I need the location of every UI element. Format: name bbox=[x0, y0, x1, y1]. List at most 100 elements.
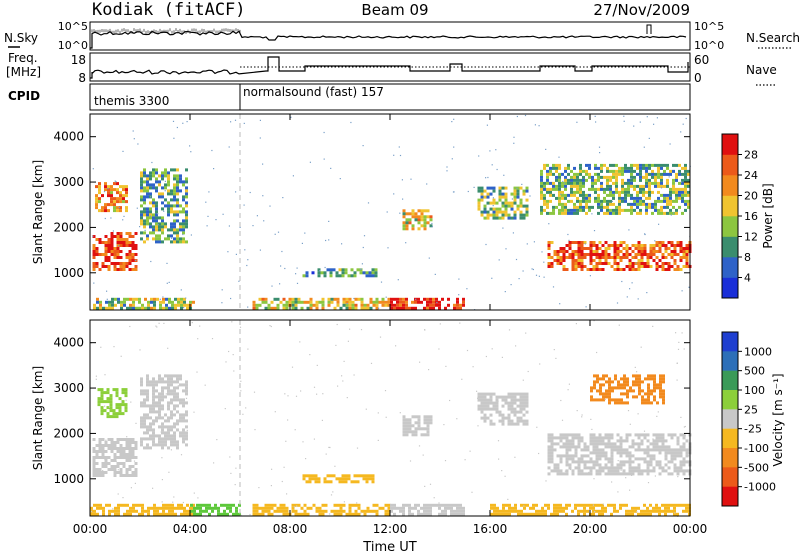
range-gate-cell bbox=[176, 213, 179, 217]
range-gate-cell bbox=[146, 183, 149, 187]
range-gate-cell bbox=[264, 506, 268, 510]
range-gate-cell bbox=[365, 271, 369, 275]
range-gate-cell bbox=[396, 506, 399, 510]
noise-cell bbox=[523, 505, 525, 507]
range-gate-cell bbox=[158, 240, 161, 244]
range-gate-cell bbox=[95, 468, 99, 471]
range-gate-cell bbox=[558, 172, 561, 176]
range-gate-cell bbox=[621, 169, 624, 173]
range-gate-cell bbox=[270, 306, 274, 310]
range-gate-cell bbox=[676, 451, 680, 455]
range-gate-cell bbox=[625, 436, 629, 440]
range-gate-cell bbox=[616, 469, 620, 473]
range-gate-cell bbox=[582, 169, 585, 173]
range-gate-cell bbox=[657, 181, 660, 185]
range-gate-cell bbox=[173, 395, 176, 399]
range-gate-cell bbox=[580, 457, 584, 461]
range-gate-cell bbox=[675, 175, 678, 179]
range-gate-cell bbox=[411, 415, 415, 419]
noise-cell bbox=[377, 412, 379, 414]
range-gate-cell bbox=[146, 189, 149, 193]
range-gate-cell bbox=[604, 463, 608, 467]
range-gate-cell bbox=[630, 205, 633, 209]
range-gate-cell bbox=[411, 209, 415, 213]
range-gate-cell bbox=[167, 416, 170, 420]
range-gate-cell bbox=[580, 469, 584, 473]
range-gate-cell bbox=[573, 178, 576, 182]
range-gate-cell bbox=[681, 187, 684, 191]
range-gate-cell bbox=[134, 232, 138, 235]
range-gate-cell bbox=[667, 265, 671, 268]
range-gate-cell bbox=[639, 211, 642, 215]
range-gate-cell bbox=[621, 184, 624, 188]
range-gate-cell bbox=[402, 512, 405, 516]
range-gate-cell bbox=[381, 303, 385, 307]
range-gate-cell bbox=[456, 503, 459, 507]
range-gate-cell bbox=[654, 202, 657, 206]
range-gate-cell bbox=[302, 474, 306, 478]
range-gate-cell bbox=[135, 503, 138, 507]
range-gate-cell bbox=[682, 247, 686, 250]
range-gate-cell bbox=[146, 174, 149, 178]
range-gate-cell bbox=[597, 187, 600, 191]
range-gate-cell bbox=[102, 506, 105, 510]
range-gate-cell bbox=[568, 442, 572, 446]
range-gate-cell bbox=[574, 265, 578, 268]
noise-cell bbox=[316, 364, 318, 366]
range-gate-cell bbox=[113, 188, 116, 192]
noise-cell bbox=[353, 297, 355, 300]
range-gate-cell bbox=[608, 398, 611, 402]
range-gate-cell bbox=[489, 207, 493, 211]
range-gate-cell bbox=[116, 447, 120, 450]
range-gate-cell bbox=[138, 297, 141, 301]
range-gate-cell bbox=[513, 192, 517, 196]
range-gate-cell bbox=[652, 244, 656, 247]
range-gate-cell bbox=[113, 444, 117, 447]
range-gate-cell bbox=[317, 268, 321, 272]
noise-cell bbox=[362, 145, 364, 147]
range-gate-cell bbox=[685, 454, 689, 458]
range-gate-cell bbox=[164, 419, 167, 423]
range-gate-cell bbox=[666, 193, 669, 197]
range-gate-cell bbox=[603, 205, 606, 209]
range-gate-cell bbox=[140, 392, 143, 396]
range-gate-cell bbox=[622, 503, 625, 507]
range-gate-cell bbox=[152, 219, 155, 223]
range-gate-cell bbox=[525, 189, 529, 193]
noise-cell bbox=[321, 419, 323, 421]
noise-cell bbox=[159, 298, 161, 300]
noise-cell bbox=[398, 146, 400, 148]
range-gate-cell bbox=[559, 503, 562, 507]
range-gate-cell bbox=[423, 418, 427, 422]
noise-cell bbox=[197, 338, 199, 340]
range-gate-cell bbox=[116, 182, 119, 186]
range-gate-cell bbox=[631, 439, 635, 443]
range-gate-cell bbox=[104, 241, 108, 244]
range-gate-cell bbox=[369, 306, 373, 310]
noise-cell bbox=[150, 196, 152, 198]
range-gate-cell bbox=[508, 503, 511, 507]
range-gate-cell bbox=[119, 206, 122, 210]
range-gate-cell bbox=[636, 211, 639, 215]
range-gate-cell bbox=[483, 216, 487, 220]
range-gate-cell bbox=[552, 181, 555, 185]
range-gate-cell bbox=[553, 250, 557, 253]
range-gate-cell bbox=[126, 297, 129, 301]
range-gate-cell bbox=[655, 460, 659, 464]
range-gate-cell bbox=[679, 259, 683, 262]
range-gate-cell bbox=[658, 509, 661, 513]
range-gate-cell bbox=[595, 247, 599, 250]
range-gate-cell bbox=[556, 250, 560, 253]
range-gate-cell bbox=[140, 216, 143, 220]
noise-cell bbox=[611, 200, 613, 202]
range-gate-cell bbox=[159, 300, 162, 304]
range-gate-cell bbox=[429, 418, 433, 422]
range-gate-cell bbox=[161, 404, 164, 408]
range-gate-cell bbox=[559, 436, 563, 440]
range-gate-cell bbox=[626, 395, 629, 399]
range-gate-cell bbox=[396, 303, 399, 307]
range-gate-cell bbox=[116, 462, 120, 465]
range-gate-cell bbox=[610, 445, 614, 449]
range-gate-cell bbox=[624, 169, 627, 173]
noise-cell bbox=[629, 423, 631, 425]
